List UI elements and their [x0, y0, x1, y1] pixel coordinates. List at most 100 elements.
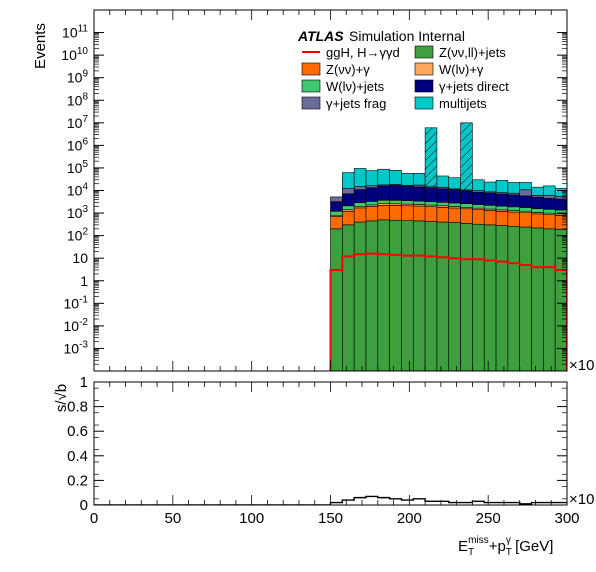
bar-zvvll-bin-11	[460, 223, 473, 371]
legend-entry: W(lν)+jets	[301, 79, 385, 94]
bar-zvvll-bin-0	[330, 228, 343, 371]
bar-gjdir-bin-2	[353, 189, 367, 203]
upper-y-tick-label: 10	[72, 250, 88, 266]
bar-zvvll-bin-8	[424, 221, 438, 371]
bar-wlvjets-bin-2	[353, 202, 367, 207]
lower-frame	[93, 381, 568, 506]
upper-x-exponent: ×10	[569, 357, 594, 374]
bar-multijets-bin-18	[543, 185, 556, 196]
legend-label: Z(νν)+γ	[326, 62, 370, 77]
bar-zvvg-bin-7	[412, 205, 426, 222]
bar-wlvjets-bin-17	[531, 208, 544, 213]
bar-zvvg-bin-3	[365, 206, 379, 222]
legend-label: ggH, H→γγd	[326, 45, 400, 60]
x-tick-label: 50	[164, 510, 181, 527]
bar-zvvll-bin-12	[472, 223, 485, 371]
bar-gjdir-bin-10	[448, 189, 461, 204]
bar-wlvjets-bin-1	[342, 205, 355, 211]
lower-x-exponent: ×10	[569, 491, 594, 508]
legend-swatch	[301, 96, 321, 110]
bar-gjdir-bin-13	[483, 192, 497, 206]
legend-entry: Z(νν)+γ	[301, 62, 370, 77]
upper-y-axis: 10-3 10-2 10-1 1 10 102 103 104 105 106 107 108 109 1…	[61, 24, 567, 372]
x-tick-label: 300	[554, 510, 579, 527]
bar-gjdir-bin-16	[519, 195, 532, 208]
bar-zvvg-bin-5	[389, 205, 402, 221]
legend-entry: multijets	[414, 96, 487, 111]
upper-y-tick-label: 108	[67, 91, 89, 108]
bar-gjdir-bin-9	[436, 188, 450, 203]
bar-wlvjets-bin-13	[483, 204, 497, 210]
lower-x-axis: 0 50 100 150 200 250 300	[90, 382, 580, 527]
legend-label: W(lν)+γ	[439, 62, 484, 77]
upper-y-tick-label: 1011	[62, 24, 88, 41]
legend-swatch	[414, 79, 434, 93]
atlas-label: ATLAS Simulation Internal	[297, 28, 465, 44]
bar-zvvg-bin-4	[377, 205, 390, 221]
legend-swatch	[301, 79, 321, 93]
upper-y-tick-label: 10-3	[64, 339, 89, 356]
legend-label: γ+jets frag	[326, 96, 386, 111]
x-tick-label: 0	[90, 510, 98, 527]
bar-wlvjets-bin-11	[460, 203, 473, 208]
upper-y-tick-label: 107	[67, 114, 89, 131]
bar-zvvll-bin-1	[342, 224, 355, 371]
upper-y-tick-label: 109	[67, 69, 89, 86]
bar-gjdir-bin-8	[424, 187, 438, 202]
bar-wlvjets-bin-16	[519, 207, 532, 212]
legend-label: Z(νν,ll)+jets	[439, 45, 506, 60]
bar-multijets-bin-8	[424, 127, 438, 188]
bar-gjdir-bin-5	[389, 185, 402, 201]
bar-wlvjets-bin-12	[472, 204, 485, 209]
bar-zvvll-bin-6	[401, 220, 414, 371]
x-tick-label: 250	[476, 510, 501, 527]
bar-zvvll-bin-3	[365, 220, 379, 371]
bar-gjdir-bin-18	[543, 198, 556, 210]
legend-label: γ+jets direct	[439, 79, 509, 94]
bar-gjdir-bin-14	[495, 193, 509, 207]
lower-y-axis-label: s/√b	[53, 384, 70, 412]
lower-y-tick-label: 0.2	[67, 472, 88, 489]
bar-zvvg-bin-1	[342, 210, 355, 226]
bar-gjdir-bin-1	[342, 193, 355, 207]
upper-y-tick-label: 1010	[61, 46, 88, 63]
upper-panel: 10-3 10-2 10-1 1 10 102 103 104 105 106 107 108 109 1…	[32, 9, 594, 374]
bar-multijets-bin-3	[365, 170, 379, 187]
upper-y-tick-label: 102	[67, 227, 89, 244]
bar-gjdir-bin-12	[472, 191, 485, 205]
bar-zvvll-bin-16	[519, 226, 532, 371]
upper-y-tick-label: 104	[67, 182, 89, 199]
bar-gjdir-bin-17	[531, 196, 544, 209]
legend-label: multijets	[439, 96, 487, 111]
bar-zvvll-bin-18	[543, 228, 556, 371]
bar-zvvg-bin-14	[495, 211, 509, 226]
bar-multijets-bin-7	[412, 173, 426, 186]
bar-wlvjets-bin-7	[412, 200, 426, 205]
bar-gjdir-bin-7	[412, 186, 426, 202]
bar-multijets-bin-10	[448, 177, 461, 190]
legend-entry: W(lν)+γ	[414, 62, 484, 77]
bar-zvvll-bin-7	[412, 220, 426, 371]
bar-zvvg-bin-8	[424, 206, 438, 222]
lower-panel: 0 0.2 0.4 0.6 0.8 1 0 50 100 150 200 250 300 s/√b ×…	[53, 374, 594, 558]
bar-zvvg-bin-2	[353, 207, 367, 223]
upper-y-tick-label: 10-2	[64, 317, 89, 334]
x-axis-label: ETmiss+pTγ [GeV]	[458, 535, 553, 558]
bar-gjfrag-bin-18	[543, 195, 556, 199]
legend-entry: γ+jets direct	[414, 79, 509, 94]
bar-gjfrag-bin-16	[519, 189, 532, 197]
legend-label: W(lν)+jets	[326, 79, 385, 94]
upper-y-axis-label: Events	[32, 23, 49, 69]
bar-multijets-bin-6	[401, 173, 414, 186]
bar-wlvjets-bin-18	[543, 208, 556, 214]
legend-swatch	[414, 96, 434, 110]
upper-y-tick-label: 103	[67, 204, 89, 221]
upper-y-tick-label: 10-1	[64, 294, 89, 311]
bar-zvvg-bin-18	[543, 214, 556, 230]
bar-gjdir-bin-6	[401, 185, 414, 201]
bar-gjdir-bin-4	[377, 185, 390, 201]
lower-y-axis: 0 0.2 0.4 0.6 0.8 1	[67, 374, 567, 514]
bar-gjfrag-bin-2	[353, 186, 367, 190]
legend-entry: Z(νν,ll)+jets	[414, 45, 506, 60]
bar-multijets-bin-12	[472, 179, 485, 191]
